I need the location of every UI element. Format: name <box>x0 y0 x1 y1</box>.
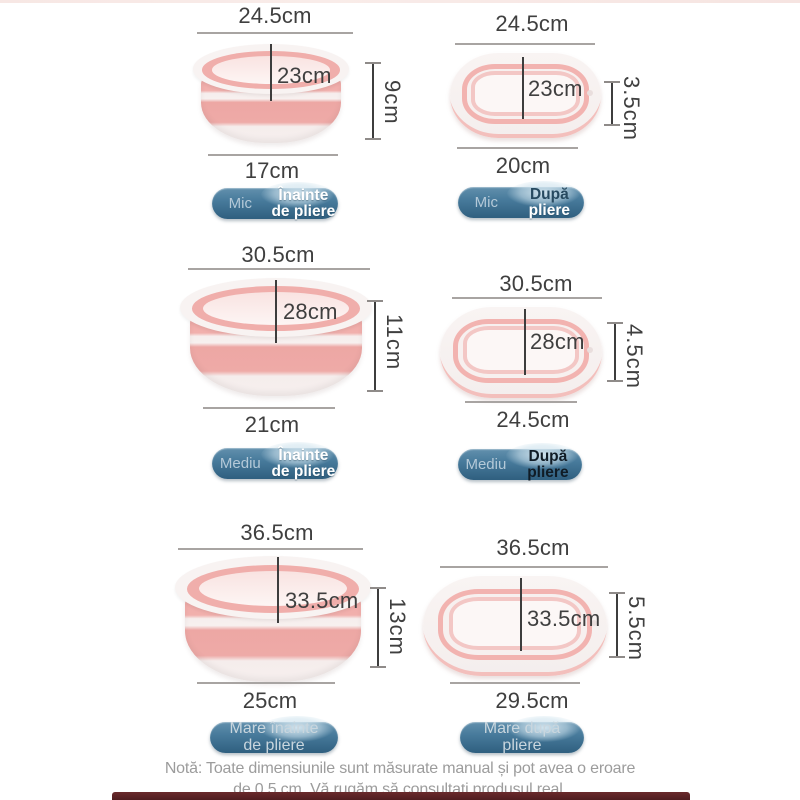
bottom-width-line <box>208 154 338 156</box>
state-label: După pliere <box>515 185 584 219</box>
size-state-badge: Mic După pliere <box>458 181 584 219</box>
bottom-width-label: 25cm <box>242 688 298 713</box>
state-line1: Înainte <box>278 446 329 464</box>
height-dimension-label: 11cm <box>382 314 407 371</box>
top-width-label: 24.5cm <box>238 3 312 28</box>
inner-dimension-label: 28cm <box>283 299 338 324</box>
inner-dimension-line <box>524 309 526 375</box>
height-dimension-label: 9cm <box>380 80 405 125</box>
size-state-badge: Mediu După pliere <box>458 443 582 481</box>
height-dimension-line <box>370 587 386 668</box>
size-label: Mic <box>474 194 498 211</box>
inner-dimension-line <box>275 280 277 343</box>
state-line1: După <box>529 185 569 203</box>
top-width-line <box>455 43 595 45</box>
bottom-width-label: 21cm <box>244 412 300 437</box>
basin-floor <box>198 571 348 607</box>
top-width-line <box>197 32 353 34</box>
basin-open-image <box>175 556 371 682</box>
state-line2: de pliere <box>271 202 336 220</box>
state-line1: Mare după <box>483 720 561 738</box>
bottom-banner-strip <box>112 792 690 800</box>
thickness-dimension-label: 5.5cm <box>624 596 649 661</box>
state-line1: Înainte <box>278 186 329 204</box>
inner-dimension-label: 23cm <box>277 63 332 88</box>
state-label: Mare înainte de pliere <box>210 720 338 754</box>
top-width-label: 24.5cm <box>495 11 569 36</box>
basin-folded-image <box>450 53 601 138</box>
bottom-width-label: 17cm <box>244 158 300 183</box>
state-line1: Mare înainte <box>229 720 319 738</box>
size-label: Mediu <box>219 455 261 472</box>
inner-dimension-line <box>277 557 279 623</box>
height-dimension-line <box>365 62 381 140</box>
state-line2: pliere <box>527 463 569 481</box>
inner-dimension-line <box>522 57 524 119</box>
basin-drain-hole <box>590 620 597 626</box>
bottom-width-label: 20cm <box>495 153 551 178</box>
state-line1: După <box>528 447 568 465</box>
basin-inner-floor <box>462 326 580 375</box>
state-label: Mare după pliere <box>460 720 584 754</box>
top-width-line <box>452 297 602 299</box>
state-label: După pliere <box>514 447 582 481</box>
top-width-label: 36.5cm <box>496 535 570 560</box>
state-line2: de pliere <box>243 736 305 754</box>
basin-folded-image <box>423 576 607 676</box>
bottom-width-line <box>457 147 578 149</box>
bottom-width-line <box>203 407 335 409</box>
state-label: Înainte de pliere <box>269 186 338 220</box>
top-width-label: 30.5cm <box>241 242 315 267</box>
height-dimension-line <box>367 300 383 392</box>
top-width-label: 30.5cm <box>499 271 573 296</box>
state-line2: pliere <box>502 736 542 754</box>
inner-dimension-label: 33.5cm <box>285 588 359 613</box>
basin-folded-image <box>440 307 602 398</box>
inner-dimension-line <box>270 44 272 101</box>
inner-dimension-line <box>520 578 522 651</box>
height-dimension-label: 13cm <box>385 598 410 656</box>
thickness-dimension-label: 3.5cm <box>619 76 644 141</box>
basin-inner-floor <box>471 70 580 116</box>
basin-inner-floor <box>448 597 582 650</box>
thickness-dimension-line <box>609 592 625 658</box>
bottom-width-line <box>465 401 577 403</box>
bottom-width-line <box>197 682 335 684</box>
thickness-dimension-line <box>604 81 620 126</box>
top-width-line <box>178 548 363 550</box>
state-label: Înainte de pliere <box>269 446 338 480</box>
size-state-badge: Mare înainte de pliere <box>210 716 338 754</box>
state-line2: de pliere <box>271 462 336 480</box>
size-label: Mediu <box>465 456 507 473</box>
inner-dimension-label: 28cm <box>530 329 585 354</box>
top-width-label: 36.5cm <box>240 520 314 545</box>
state-line2: pliere <box>528 201 571 219</box>
top-pink-strip <box>0 0 800 3</box>
basin-drain-hole <box>587 347 594 354</box>
size-state-badge: Mediu Înainte de pliere <box>212 442 338 480</box>
bottom-width-line <box>450 682 580 684</box>
inner-dimension-label: 23cm <box>528 76 583 101</box>
thickness-dimension-label: 4.5cm <box>622 324 647 389</box>
basin-drain-hole <box>586 90 593 97</box>
size-state-badge: Mic Înainte de pliere <box>212 182 338 220</box>
thickness-dimension-line <box>607 322 623 382</box>
size-state-badge: Mare după pliere <box>460 716 584 754</box>
note-line1: Notă: Toate dimensiunile sunt măsurate m… <box>164 760 636 777</box>
bottom-width-label: 29.5cm <box>495 688 569 713</box>
inner-dimension-label: 33.5cm <box>527 606 601 631</box>
top-width-line <box>188 268 370 270</box>
top-width-line <box>440 566 608 568</box>
bottom-width-label: 24.5cm <box>496 407 570 432</box>
size-label: Mic <box>228 195 252 212</box>
